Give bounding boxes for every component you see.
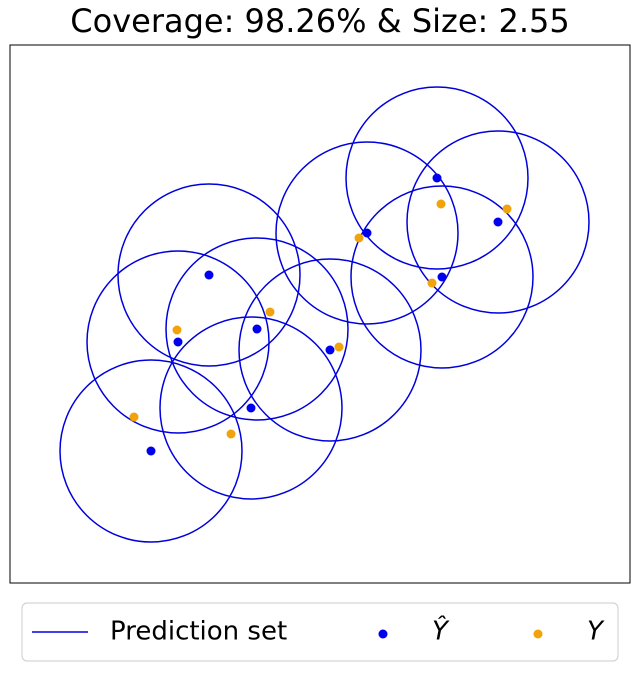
true-point bbox=[436, 199, 446, 209]
predicted-point bbox=[204, 270, 214, 280]
true-point bbox=[129, 412, 139, 422]
predicted-point bbox=[173, 337, 183, 347]
prediction-set bbox=[345, 86, 529, 270]
true-point bbox=[502, 204, 512, 214]
legend-label: Ŷ bbox=[432, 615, 450, 647]
predicted-point bbox=[252, 324, 262, 334]
predicted-point bbox=[362, 228, 372, 238]
legend-label: Prediction set bbox=[110, 617, 287, 647]
prediction-set bbox=[350, 185, 534, 369]
true-point bbox=[265, 307, 275, 317]
prediction-set bbox=[117, 183, 301, 367]
prediction-set bbox=[59, 359, 243, 543]
prediction-set bbox=[275, 141, 459, 325]
prediction-set bbox=[238, 258, 422, 442]
predicted-point bbox=[437, 272, 447, 282]
chart-title: Coverage: 98.26% & Size: 2.55 bbox=[70, 2, 569, 40]
prediction-set bbox=[165, 237, 349, 421]
prediction-set bbox=[86, 250, 270, 434]
true-point bbox=[354, 233, 364, 243]
legend-box bbox=[21, 602, 619, 662]
true-point bbox=[427, 278, 437, 288]
legend-label: Y bbox=[587, 617, 605, 647]
predicted-point bbox=[246, 403, 256, 413]
predicted-point bbox=[146, 446, 156, 456]
true-point bbox=[226, 429, 236, 439]
predicted-point bbox=[325, 345, 335, 355]
legend-marker bbox=[378, 629, 388, 639]
predicted-point bbox=[493, 217, 503, 227]
legend-marker bbox=[533, 629, 543, 639]
prediction-set bbox=[159, 316, 343, 500]
true-point bbox=[334, 342, 344, 352]
prediction-set bbox=[406, 130, 590, 314]
true-point bbox=[172, 325, 182, 335]
plot-frame bbox=[9, 44, 631, 584]
predicted-point bbox=[432, 173, 442, 183]
